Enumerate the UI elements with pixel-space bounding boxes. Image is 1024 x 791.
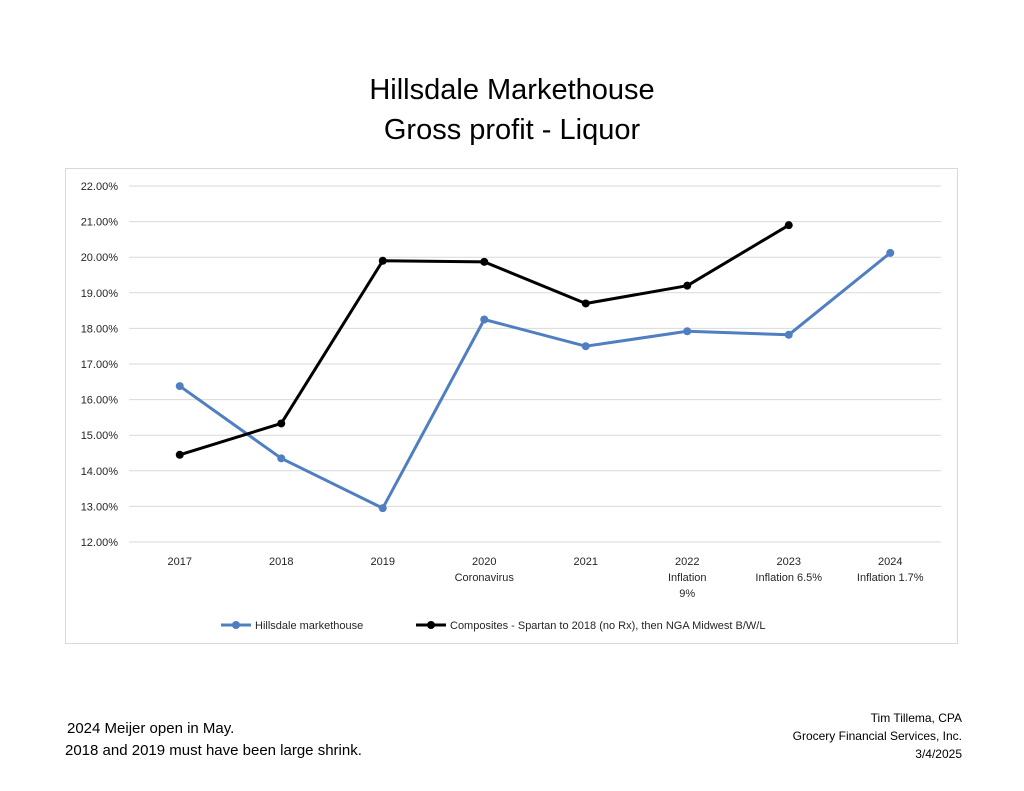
x-tick-label: Inflation 6.5% (755, 572, 822, 584)
x-tick-label: 2022 (675, 556, 699, 568)
x-tick-label: 2020 (472, 556, 496, 568)
data-point-series-2 (480, 257, 489, 266)
y-tick-label: 21.00% (81, 217, 119, 229)
chart-area: 12.00% 13.00% 14.00% 15.00% 16.00% 17.00% 18.0… (65, 168, 958, 644)
data-point-series-1 (175, 382, 184, 391)
x-tick-label: 9% (679, 588, 695, 600)
y-tick-label: 20.00% (81, 252, 119, 264)
data-point-series-2 (784, 221, 793, 230)
chart-title-line-1: Hillsdale Markethouse (369, 74, 655, 106)
y-tick-label: 22.00% (81, 181, 119, 193)
y-tick-label: 12.00% (81, 537, 119, 549)
x-tick-label: 2019 (371, 556, 395, 568)
credit-date: 3/4/2025 (915, 747, 962, 761)
y-tick-label: 17.00% (81, 359, 119, 371)
x-tick-label: 2017 (168, 556, 192, 568)
data-point-series-1 (784, 330, 793, 339)
data-point-series-1 (480, 315, 489, 324)
note-line-2: 2018 and 2019 must have been large shrin… (65, 742, 362, 759)
y-tick-label: 15.00% (81, 430, 119, 442)
data-point-series-2 (683, 281, 692, 290)
y-tick-label: 13.00% (81, 501, 119, 513)
chart-title: Hillsdale Markethouse Gross profit - Liq… (0, 70, 1024, 150)
x-tick-label: 2023 (777, 556, 801, 568)
x-tick-label: Inflation (668, 572, 707, 584)
data-point-series-2 (378, 256, 387, 265)
x-tick-label: 2024 (878, 556, 902, 568)
legend-marker-2 (427, 621, 435, 629)
y-tick-label: 16.00% (81, 395, 119, 407)
series-line-1 (178, 251, 892, 510)
x-tick-label: 2018 (269, 556, 293, 568)
legend-marker-1 (232, 621, 240, 629)
data-point-series-1 (886, 248, 895, 257)
line-chart: 12.00% 13.00% 14.00% 15.00% 16.00% 17.00% 18.0… (81, 181, 941, 632)
legend-label-1: Hillsdale markethouse (255, 620, 363, 632)
x-tick-label: 2021 (574, 556, 598, 568)
data-point-series-2 (581, 299, 590, 308)
y-tick-label: 14.00% (81, 466, 119, 478)
credit-company: Grocery Financial Services, Inc. (792, 729, 962, 743)
data-point-series-2 (277, 419, 286, 428)
data-point-series-1 (277, 454, 286, 463)
x-tick-label: Inflation 1.7% (857, 572, 924, 584)
data-point-series-1 (378, 504, 387, 513)
y-tick-label: 18.00% (81, 323, 119, 335)
chart-title-line-2: Gross profit - Liquor (383, 114, 641, 146)
credit-name: Tim Tillema, CPA (870, 711, 962, 725)
legend-label-2: Composites - Spartan to 2018 (no Rx), th… (450, 620, 765, 632)
data-point-series-1 (683, 327, 692, 336)
data-point-series-1 (581, 342, 590, 351)
data-point-series-2 (175, 450, 184, 459)
note-line-1: 2024 Meijer open in May. (67, 720, 235, 737)
y-tick-label: 19.00% (81, 288, 119, 300)
x-tick-label: Coronavirus (455, 572, 515, 584)
